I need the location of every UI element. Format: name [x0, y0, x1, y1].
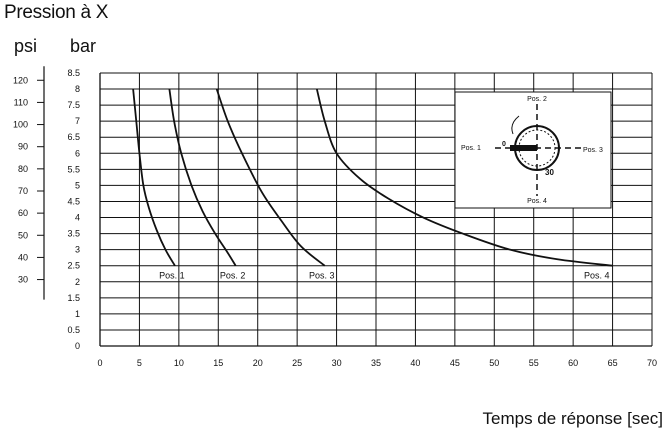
x-tick-label: 15 — [213, 358, 223, 368]
series-label-pos-1: Pos. 1 — [159, 271, 185, 281]
psi-tick-label: 40 — [18, 252, 28, 262]
x-tick-label: 10 — [174, 358, 184, 368]
psi-tick-label: 50 — [18, 230, 28, 240]
bar-tick-label: 8 — [75, 84, 80, 94]
inset-label-pos-3: Pos. 3 — [583, 147, 603, 154]
axes: 0 5 10 15 20 25 30 35 40 45 50 55 60 65 7000.511.522.5… — [13, 66, 657, 368]
bar-tick-label: 2.5 — [67, 261, 80, 271]
psi-tick-label: 30 — [18, 275, 28, 285]
psi-tick-label: 90 — [18, 142, 28, 152]
bar-tick-label: 6 — [75, 148, 80, 158]
x-tick-label: 55 — [529, 358, 539, 368]
bar-tick-label: 1.5 — [67, 293, 80, 303]
x-tick-label: 60 — [568, 358, 578, 368]
bar-tick-label: 4.5 — [67, 196, 80, 206]
chart-title: Pression à X — [4, 2, 109, 23]
series-label-pos-3: Pos. 3 — [309, 271, 335, 281]
psi-axis-unit: psi — [14, 36, 38, 56]
dial-arrow — [511, 115, 520, 135]
dial-label-30: 30 — [545, 168, 554, 177]
bar-tick-label: 4 — [75, 213, 80, 223]
psi-tick-label: 100 — [13, 120, 28, 130]
inset-label-pos-1: Pos. 1 — [461, 145, 481, 152]
x-tick-label: 50 — [489, 358, 499, 368]
bar-tick-label: 2 — [75, 277, 80, 287]
x-tick-label: 20 — [253, 358, 263, 368]
series-line-pos-1 — [132, 88, 176, 267]
psi-tick-label: 70 — [18, 186, 28, 196]
psi-tick-label: 120 — [13, 75, 28, 85]
bar-tick-label: 5 — [75, 180, 80, 190]
bar-tick-label: 3 — [75, 245, 80, 255]
series-line-pos-3 — [215, 88, 326, 267]
series-line-pos-2 — [168, 88, 237, 267]
x-tick-label: 40 — [410, 358, 420, 368]
bar-tick-label: 0.5 — [67, 325, 80, 335]
bar-axis-unit: bar — [70, 36, 97, 56]
bar-tick-label: 7.5 — [67, 100, 80, 110]
x-tick-label: 30 — [332, 358, 342, 368]
dial-pointer — [510, 145, 537, 151]
inset-diagram: Pos. 2 Pos. 1 Pos. 3 Pos. 4 0 30 — [454, 91, 612, 209]
x-tick-label: 65 — [608, 358, 618, 368]
bar-tick-label: 5.5 — [67, 164, 80, 174]
x-tick-label: 0 — [97, 358, 102, 368]
bar-tick-label: 8.5 — [67, 68, 80, 78]
x-tick-label: 35 — [371, 358, 381, 368]
dial-label-0: 0 — [502, 141, 506, 148]
psi-tick-label: 60 — [18, 208, 28, 218]
inset-label-pos-4: Pos. 4 — [527, 198, 547, 205]
curves: Pos. 1 Pos. 2 Pos. 3 Pos. 4 — [132, 88, 613, 281]
bar-tick-label: 3.5 — [67, 229, 80, 239]
x-axis-label: Temps de réponse [sec] — [482, 409, 663, 428]
bar-tick-label: 7 — [75, 116, 80, 126]
series-label-pos-4: Pos. 4 — [584, 271, 610, 281]
series-line-pos-4 — [315, 88, 613, 267]
x-tick-label: 45 — [450, 358, 460, 368]
x-tick-label: 25 — [292, 358, 302, 368]
x-tick-label: 5 — [137, 358, 142, 368]
bar-tick-label: 0 — [75, 341, 80, 351]
bar-tick-label: 1 — [75, 309, 80, 319]
psi-tick-label: 80 — [18, 164, 28, 174]
psi-tick-label: 110 — [14, 97, 28, 107]
series-label-pos-2: Pos. 2 — [220, 271, 246, 281]
inset-label-pos-2: Pos. 2 — [527, 96, 547, 103]
grid-lines — [99, 72, 653, 347]
bar-tick-label: 6.5 — [67, 132, 80, 142]
x-tick-label: 70 — [647, 358, 657, 368]
